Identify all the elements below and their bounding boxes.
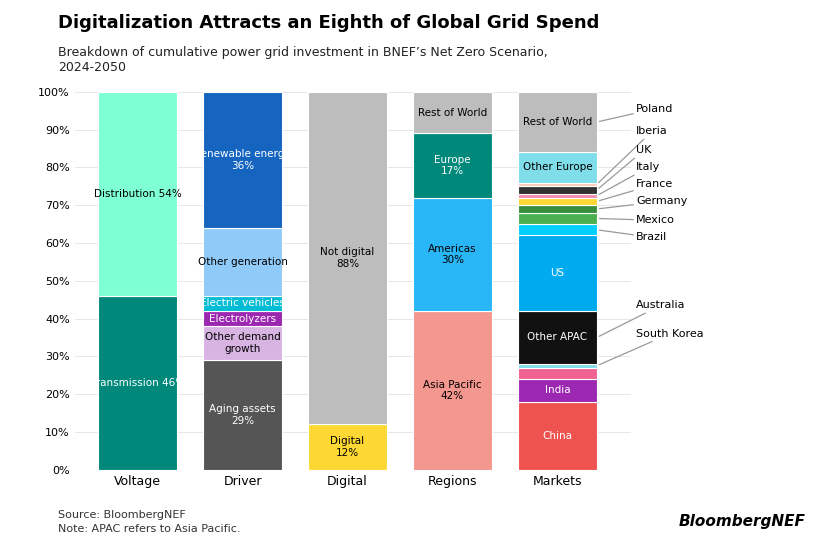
Bar	[518, 224, 597, 235]
Text: Breakdown of cumulative power grid investment in BNEF’s Net Zero Scenario,
2024-: Breakdown of cumulative power grid inves…	[58, 46, 548, 74]
Text: Other APAC: Other APAC	[527, 333, 588, 342]
Bar	[518, 364, 597, 368]
Text: Source: BloombergNEF: Source: BloombergNEF	[58, 510, 186, 521]
Bar	[413, 133, 491, 198]
Text: Europe
17%: Europe 17%	[434, 154, 471, 176]
Bar	[98, 296, 177, 470]
Bar	[203, 311, 282, 326]
Text: India: India	[544, 386, 570, 395]
Bar	[203, 360, 282, 470]
Bar	[98, 92, 177, 296]
Text: Distribution 54%: Distribution 54%	[94, 189, 182, 199]
Text: Rest of World: Rest of World	[523, 117, 592, 127]
Text: China: China	[542, 431, 573, 441]
Text: Poland: Poland	[599, 104, 673, 122]
Text: Renewable energy
36%: Renewable energy 36%	[194, 149, 290, 171]
Text: Digital
12%: Digital 12%	[330, 436, 364, 458]
Text: Other Europe: Other Europe	[523, 163, 592, 172]
Bar	[518, 402, 597, 470]
Bar	[518, 311, 597, 364]
Text: UK: UK	[598, 145, 652, 188]
Text: France: France	[599, 179, 673, 201]
Text: Rest of World: Rest of World	[417, 107, 487, 118]
Text: Brazil: Brazil	[599, 230, 667, 242]
Text: Electrolyzers: Electrolyzers	[209, 314, 276, 323]
Text: Australia: Australia	[599, 300, 686, 336]
Bar	[308, 92, 387, 424]
Text: Italy: Italy	[599, 163, 661, 194]
Text: Not digital
88%: Not digital 88%	[320, 247, 374, 269]
Bar	[203, 92, 282, 228]
Text: US: US	[550, 268, 564, 278]
Text: Germany: Germany	[599, 197, 687, 208]
Text: Aging assets
29%: Aging assets 29%	[209, 404, 276, 426]
Text: Other generation: Other generation	[198, 257, 287, 267]
Text: Electric vehicles: Electric vehicles	[200, 299, 285, 308]
Text: Transmission 46%: Transmission 46%	[90, 378, 185, 388]
Bar	[518, 368, 597, 379]
Text: Iberia: Iberia	[598, 126, 668, 183]
Bar	[203, 296, 282, 311]
Bar	[518, 235, 597, 311]
Bar	[413, 92, 491, 133]
Bar	[518, 186, 597, 194]
Text: Digitalization Attracts an Eighth of Global Grid Spend: Digitalization Attracts an Eighth of Glo…	[58, 14, 599, 31]
Bar	[518, 198, 597, 205]
Bar	[518, 213, 597, 224]
Bar	[518, 152, 597, 183]
Bar	[518, 379, 597, 402]
Text: Americas
30%: Americas 30%	[428, 244, 476, 265]
Text: South Korea: South Korea	[599, 329, 704, 365]
Text: Note: APAC refers to Asia Pacific.: Note: APAC refers to Asia Pacific.	[58, 524, 241, 534]
Bar	[308, 424, 387, 470]
Bar	[203, 228, 282, 296]
Bar	[518, 183, 597, 186]
Bar	[518, 92, 597, 152]
Bar	[518, 194, 597, 198]
Text: Other demand
growth: Other demand growth	[205, 332, 281, 354]
Bar	[203, 326, 282, 360]
Bar	[413, 311, 491, 470]
Text: BloombergNEF: BloombergNEF	[678, 514, 805, 529]
Text: Asia Pacific
42%: Asia Pacific 42%	[423, 380, 481, 401]
Bar	[518, 205, 597, 213]
Bar	[413, 198, 491, 311]
Text: Mexico: Mexico	[599, 215, 675, 225]
